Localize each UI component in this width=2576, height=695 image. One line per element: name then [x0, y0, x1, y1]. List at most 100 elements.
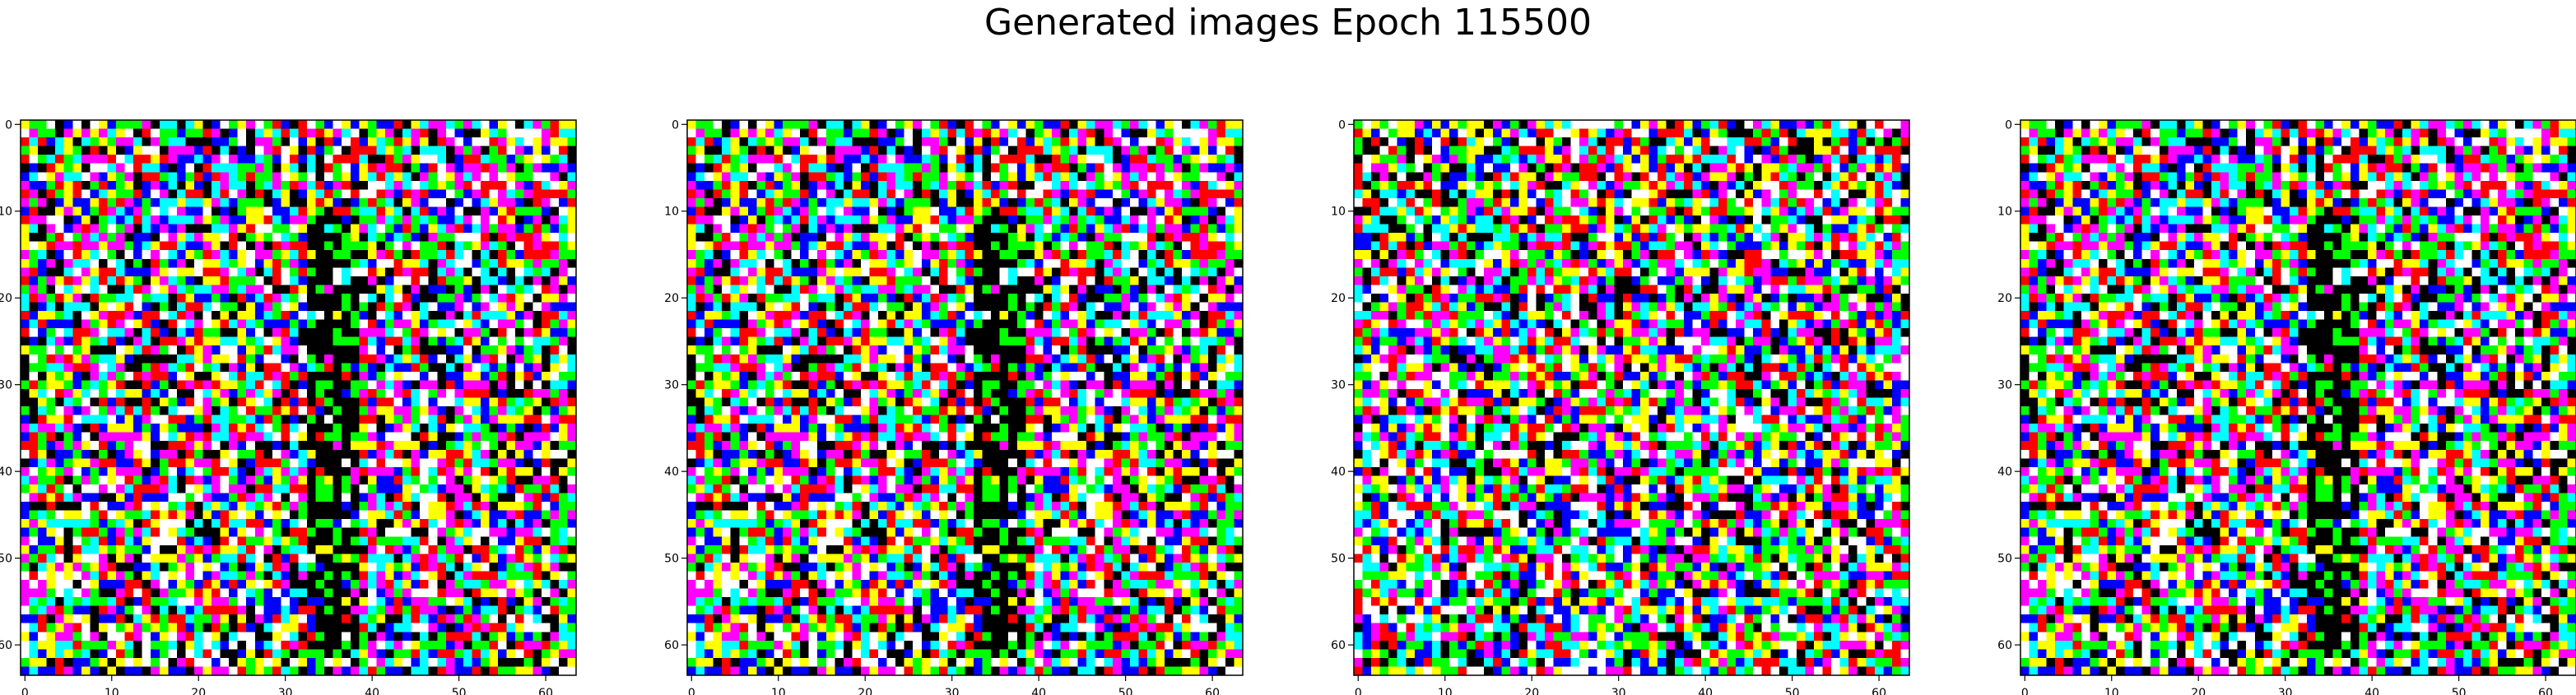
pixel [1077, 120, 1087, 130]
pixel [133, 544, 143, 554]
pixel [289, 180, 300, 190]
pixel [1051, 197, 1062, 208]
pixel [98, 605, 109, 615]
pixel [947, 155, 957, 164]
pixel [498, 544, 508, 554]
pixel [454, 388, 464, 399]
pixel [1095, 224, 1104, 234]
pixel [704, 189, 714, 199]
pixel [384, 363, 395, 373]
pixel [98, 441, 109, 451]
pixel [29, 293, 39, 303]
pixel [220, 605, 230, 615]
pixel [541, 597, 551, 607]
pixel [982, 146, 992, 155]
pixel [730, 233, 740, 243]
pixel [124, 146, 134, 155]
pixel [289, 311, 300, 321]
pixel [176, 206, 186, 216]
pixel [237, 233, 247, 243]
pixel [454, 657, 464, 668]
pixel [489, 466, 499, 477]
pixel [220, 293, 230, 303]
pixel [567, 415, 577, 424]
pixel [124, 519, 134, 529]
pixel [21, 475, 30, 485]
pixel [298, 328, 308, 338]
pixel [480, 258, 491, 268]
pixel [1051, 180, 1062, 190]
pixel [817, 146, 827, 155]
pixel [289, 432, 300, 442]
pixel [63, 155, 73, 164]
pixel [254, 605, 264, 615]
pixel [159, 475, 169, 485]
pixel [212, 614, 221, 624]
pixel [29, 554, 39, 563]
pixel [124, 380, 134, 390]
pixel [550, 388, 560, 399]
pixel [558, 649, 569, 659]
pixel [376, 571, 386, 581]
pixel [445, 336, 455, 346]
pixel [817, 163, 827, 173]
pixel [541, 519, 551, 529]
pixel [29, 397, 39, 407]
pixel [1138, 197, 1148, 208]
pixel [298, 623, 308, 632]
pixel [974, 120, 983, 130]
pixel [263, 519, 273, 529]
pixel [90, 475, 100, 485]
pixel [315, 241, 325, 251]
pixel [263, 562, 273, 572]
pixel [835, 146, 844, 155]
pixel [176, 241, 186, 251]
pixel [38, 319, 48, 329]
pixel [1051, 128, 1062, 138]
pixel [142, 155, 151, 164]
pixel [541, 502, 551, 512]
pixel [393, 293, 403, 303]
pixel [55, 397, 65, 407]
pixel [515, 146, 525, 155]
pixel [428, 554, 438, 563]
pixel [1086, 137, 1096, 147]
pixel [332, 328, 342, 338]
pixel [107, 180, 117, 190]
pixel [176, 371, 186, 382]
pixel [921, 120, 931, 130]
pixel [756, 224, 766, 234]
pixel [63, 449, 73, 459]
pixel [550, 458, 560, 468]
pixel [1121, 120, 1131, 130]
pixel [1138, 128, 1148, 138]
pixel [220, 432, 230, 442]
pixel [46, 345, 56, 355]
pixel [437, 380, 447, 390]
pixel [289, 328, 300, 338]
pixel [808, 137, 818, 147]
pixel [411, 189, 421, 199]
pixel [454, 579, 464, 590]
pixel [72, 180, 82, 190]
pixel [1225, 180, 1235, 190]
pixel [1182, 146, 1192, 155]
pixel [272, 441, 282, 451]
pixel [229, 285, 239, 294]
pixel [991, 120, 1001, 130]
pixel [722, 172, 732, 182]
pixel [220, 632, 230, 642]
pixel [72, 241, 82, 251]
pixel [298, 146, 308, 155]
pixel [489, 588, 499, 598]
pixel [46, 441, 56, 451]
pixel [722, 163, 732, 173]
pixel [515, 189, 525, 199]
pixel [420, 293, 430, 303]
pixel [55, 319, 65, 329]
pixel [1199, 137, 1209, 147]
pixel [38, 311, 48, 321]
pixel [90, 233, 100, 243]
pixel [393, 649, 403, 659]
pixel [550, 371, 560, 382]
